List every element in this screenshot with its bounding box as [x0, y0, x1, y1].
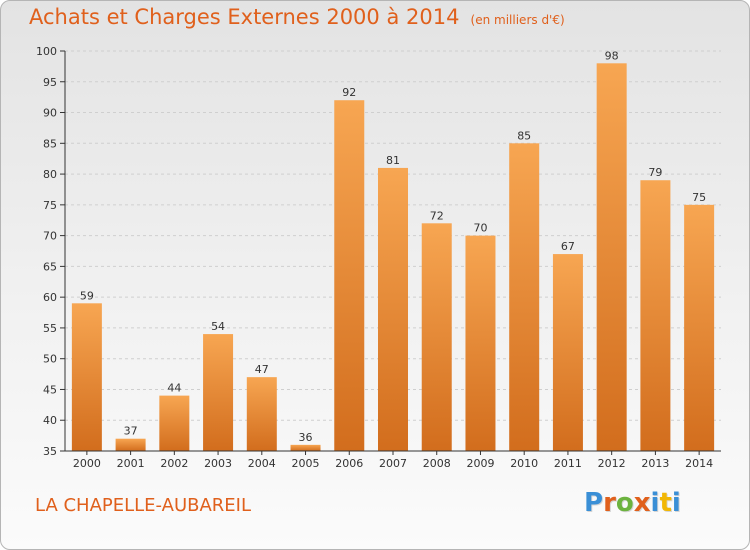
bar-value-label: 72: [430, 209, 444, 222]
logo-letter: x: [633, 488, 651, 518]
logo-letter: r: [603, 488, 616, 518]
logo-letter: t: [659, 488, 672, 518]
bar: [290, 444, 321, 451]
bar-value-label: 79: [648, 166, 662, 179]
x-tick-label: 2014: [685, 457, 713, 470]
bar-value-label: 92: [342, 86, 356, 99]
y-tick-label: 45: [43, 383, 57, 396]
bar-value-label: 85: [517, 129, 531, 142]
bar-value-label: 47: [255, 363, 269, 376]
y-tick-label: 95: [43, 76, 57, 89]
y-tick-label: 70: [43, 230, 57, 243]
bar-value-label: 67: [561, 240, 575, 253]
bar: [378, 167, 408, 451]
bar: [596, 63, 627, 452]
bar: [509, 143, 540, 452]
bar: [159, 395, 190, 451]
commune-name: LA CHAPELLE-AUBAREIL: [35, 495, 252, 516]
chart-title: Achats et Charges Externes 2000 à 2014: [29, 5, 460, 29]
bar-value-label: 98: [605, 49, 619, 62]
chart-subtitle: (en milliers d'€): [470, 13, 565, 27]
bar: [203, 334, 234, 451]
y-tick-label: 80: [43, 168, 57, 181]
y-tick-label: 35: [43, 445, 57, 458]
bar-value-label: 36: [299, 431, 313, 444]
x-tick-label: 2001: [117, 457, 145, 470]
bar: [552, 254, 583, 451]
bar: [71, 303, 102, 451]
logo-letter: i: [671, 488, 681, 518]
proxiti-logo: Proxiti: [584, 488, 681, 518]
bar-value-label: 70: [473, 222, 487, 235]
bar: [684, 204, 715, 451]
bar: [640, 180, 671, 451]
bar-value-label: 81: [386, 154, 400, 167]
y-tick-label: 100: [36, 45, 57, 58]
bar-value-label: 59: [80, 289, 94, 302]
bar: [465, 235, 496, 451]
y-tick-label: 65: [43, 260, 57, 273]
y-tick-label: 85: [43, 137, 57, 150]
bar-value-label: 44: [167, 382, 181, 395]
x-tick-label: 2004: [248, 457, 276, 470]
bar: [334, 100, 365, 451]
logo-letter: o: [615, 488, 634, 518]
y-tick-label: 90: [43, 107, 57, 120]
x-tick-label: 2007: [379, 457, 407, 470]
x-tick-label: 2006: [335, 457, 363, 470]
bar: [115, 438, 146, 451]
chart-title-block: Achats et Charges Externes 2000 à 2014 (…: [29, 5, 565, 29]
x-tick-label: 2011: [554, 457, 582, 470]
x-tick-label: 2010: [510, 457, 538, 470]
bar-value-label: 54: [211, 320, 225, 333]
x-tick-label: 2008: [423, 457, 451, 470]
x-tick-label: 2003: [204, 457, 232, 470]
bar-value-label: 37: [124, 425, 138, 438]
x-tick-label: 2013: [641, 457, 669, 470]
x-tick-label: 2012: [598, 457, 626, 470]
x-tick-label: 2000: [73, 457, 101, 470]
y-tick-label: 55: [43, 322, 57, 335]
bar: [421, 223, 452, 451]
y-tick-label: 40: [43, 414, 57, 427]
bar-value-label: 75: [692, 191, 706, 204]
y-tick-label: 75: [43, 199, 57, 212]
bar: [246, 377, 277, 451]
logo-letter: P: [584, 488, 604, 518]
logo-letter: i: [650, 488, 660, 518]
y-tick-label: 60: [43, 291, 57, 304]
y-tick-label: 50: [43, 353, 57, 366]
x-tick-label: 2002: [160, 457, 188, 470]
x-tick-label: 2009: [466, 457, 494, 470]
x-tick-label: 2005: [292, 457, 320, 470]
